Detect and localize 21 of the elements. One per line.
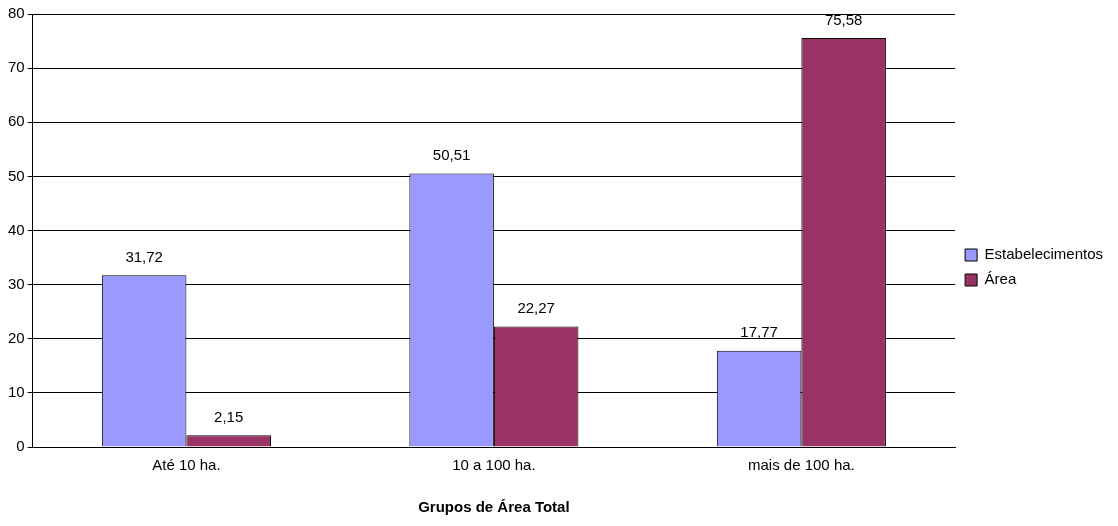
y-tick-label: 30	[8, 274, 25, 292]
x-tick-label: Até 10 ha.	[152, 456, 221, 474]
y-tick-label: 80	[8, 4, 25, 22]
data-label: 31,72	[125, 247, 163, 265]
y-tick-label: 70	[8, 58, 25, 76]
data-label: 2,15	[214, 408, 244, 425]
x-axis-title: Grupos de Área Total	[418, 498, 570, 516]
y-tick-label: 10	[8, 383, 25, 401]
y-tick-label: 0	[16, 437, 25, 455]
data-label: 75,58	[824, 10, 863, 28]
data-label: 50,51	[432, 146, 471, 164]
x-tick-label: mais de 100 ha.	[747, 456, 855, 474]
y-tick-label: 60	[8, 112, 25, 130]
legend-label: Área	[984, 270, 1017, 288]
y-tick-label: 20	[8, 328, 25, 346]
y-tick-label: 40	[8, 220, 25, 238]
y-tick-label: 50	[8, 166, 25, 184]
data-label: 22,27	[517, 299, 555, 317]
legend-label: Estabelecimentos	[984, 245, 1104, 263]
x-tick-label: 10 a 100 ha.	[452, 456, 536, 474]
data-label: 17,77	[740, 323, 778, 341]
